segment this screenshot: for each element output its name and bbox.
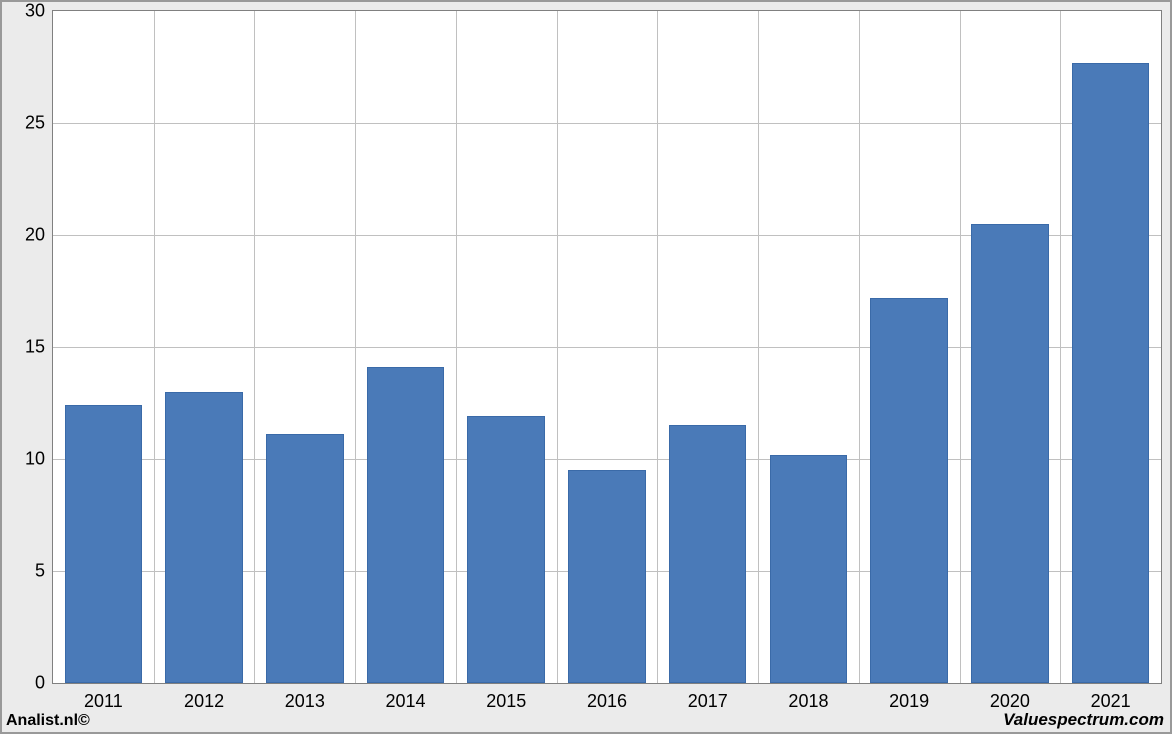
bar xyxy=(870,298,948,683)
bar xyxy=(770,455,848,683)
x-axis-label: 2019 xyxy=(889,691,929,712)
x-axis-label: 2012 xyxy=(184,691,224,712)
footer-left-text: Analist.nl© xyxy=(6,712,90,730)
bar xyxy=(568,470,646,683)
grid-line-vertical xyxy=(758,11,759,683)
bar xyxy=(467,416,545,683)
y-axis-label: 0 xyxy=(35,673,45,694)
y-axis-label: 10 xyxy=(25,449,45,470)
x-axis-label: 2015 xyxy=(486,691,526,712)
grid-line-horizontal xyxy=(53,123,1161,124)
grid-line-vertical xyxy=(960,11,961,683)
y-axis-label: 15 xyxy=(25,337,45,358)
bar xyxy=(669,425,747,683)
bar xyxy=(1072,63,1150,683)
x-axis-label: 2016 xyxy=(587,691,627,712)
bar xyxy=(971,224,1049,683)
y-axis-label: 20 xyxy=(25,225,45,246)
x-axis-label: 2014 xyxy=(386,691,426,712)
footer-right-text: Valuespectrum.com xyxy=(1003,710,1164,730)
y-axis-label: 30 xyxy=(25,1,45,22)
x-axis-label: 2021 xyxy=(1091,691,1131,712)
bar xyxy=(65,405,143,683)
bar xyxy=(165,392,243,683)
bar xyxy=(266,434,344,683)
grid-line-vertical xyxy=(154,11,155,683)
grid-line-vertical xyxy=(1060,11,1061,683)
x-axis-label: 2011 xyxy=(84,691,123,712)
chart-container: 0 5 10 15 20 25 30 2011 2012 2013 2014 2015 2016 2017… xyxy=(0,0,1172,734)
y-axis-label: 25 xyxy=(25,113,45,134)
plot-area: 0510152025302011201220132014201520162017… xyxy=(52,10,1162,684)
x-axis-label: 2013 xyxy=(285,691,325,712)
grid-line-vertical xyxy=(456,11,457,683)
bar xyxy=(367,367,445,683)
grid-line-vertical xyxy=(355,11,356,683)
grid-line-vertical xyxy=(254,11,255,683)
y-axis-label: 5 xyxy=(35,561,45,582)
grid-line-vertical xyxy=(557,11,558,683)
x-axis-label: 2018 xyxy=(788,691,828,712)
grid-line-vertical xyxy=(859,11,860,683)
grid-line-vertical xyxy=(657,11,658,683)
x-axis-label: 2017 xyxy=(688,691,728,712)
x-axis-label: 2020 xyxy=(990,691,1030,712)
